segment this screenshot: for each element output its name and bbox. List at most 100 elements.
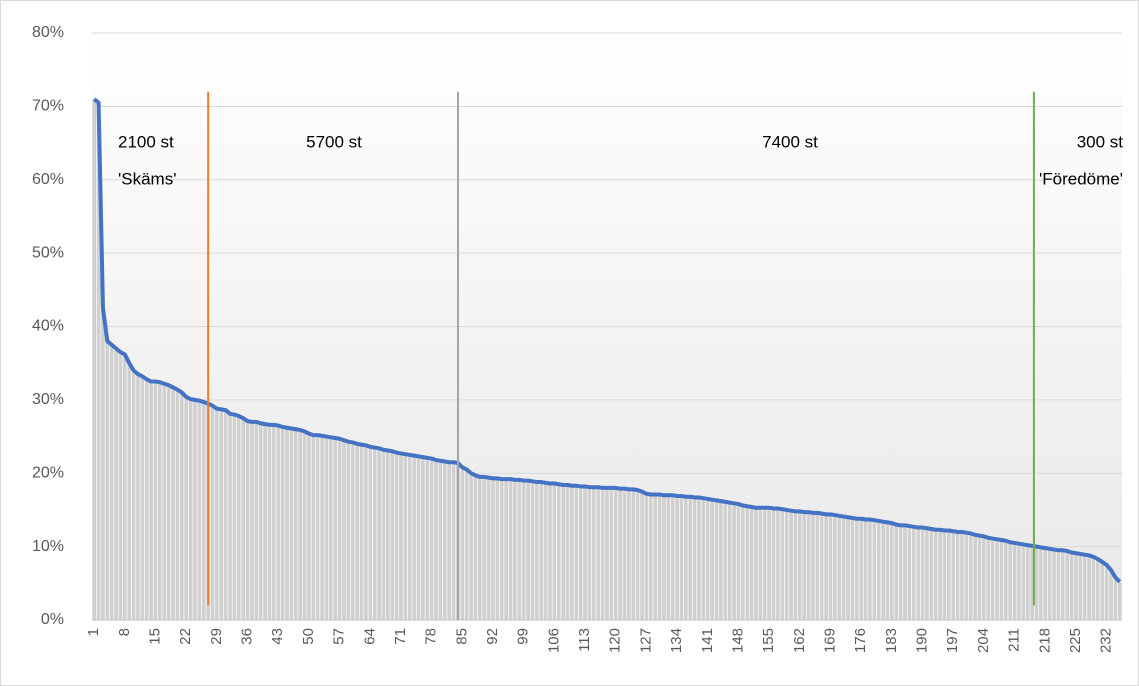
- bar: [753, 507, 759, 621]
- bar: [1108, 569, 1114, 621]
- bar: [1016, 543, 1022, 621]
- x-tick-label: 29: [208, 628, 225, 645]
- bar: [516, 479, 522, 621]
- annotation: 7400 st: [762, 132, 818, 151]
- bar: [832, 514, 838, 621]
- bar: [210, 405, 216, 621]
- bar: [946, 530, 952, 621]
- bar: [293, 428, 299, 621]
- bar: [889, 522, 895, 621]
- bar: [433, 459, 439, 621]
- bar: [385, 450, 391, 621]
- bar: [766, 507, 772, 621]
- bar: [880, 521, 886, 621]
- x-tick-label: 169: [822, 628, 839, 653]
- x-tick-label: 64: [361, 628, 378, 645]
- bar: [306, 433, 312, 621]
- bar: [998, 539, 1004, 621]
- bar: [113, 348, 119, 621]
- bar: [911, 526, 917, 621]
- bar: [893, 524, 899, 621]
- bar: [854, 518, 860, 621]
- bar: [1069, 552, 1075, 621]
- x-tick-label: 36: [239, 628, 256, 645]
- bar: [801, 511, 807, 621]
- bar: [416, 456, 422, 621]
- bar: [337, 438, 343, 621]
- x-tick-label: 218: [1036, 628, 1053, 653]
- bar: [1095, 558, 1101, 621]
- bar: [521, 480, 527, 621]
- bar: [1012, 542, 1018, 621]
- bar: [757, 507, 763, 621]
- bar: [985, 537, 991, 621]
- bar: [898, 525, 904, 621]
- bar: [218, 409, 224, 621]
- bar: [696, 497, 702, 621]
- bar: [332, 437, 338, 621]
- bar: [174, 389, 180, 621]
- bar: [253, 421, 259, 621]
- bar: [718, 500, 724, 621]
- bar: [828, 514, 834, 621]
- bar: [389, 450, 395, 621]
- bar: [635, 489, 641, 621]
- bar: [473, 475, 479, 621]
- bar: [188, 398, 194, 621]
- bar: [341, 439, 347, 621]
- x-tick-label: 225: [1067, 628, 1084, 653]
- x-tick-label: 78: [423, 628, 440, 645]
- bar: [792, 511, 798, 621]
- bar: [117, 351, 123, 621]
- x-tick-label: 190: [914, 628, 931, 653]
- bar: [744, 505, 750, 621]
- bar: [153, 381, 159, 621]
- x-tick-label: 99: [515, 628, 532, 645]
- bar: [161, 383, 167, 621]
- bar: [1099, 561, 1105, 621]
- bar: [797, 511, 803, 621]
- x-tick-label: 15: [147, 628, 164, 645]
- bar: [902, 525, 908, 621]
- bar: [1025, 544, 1031, 621]
- bar: [429, 458, 435, 621]
- line: [92, 97, 1122, 584]
- bar: [740, 505, 746, 621]
- bar: [179, 392, 185, 621]
- bar: [617, 488, 623, 621]
- bar: [398, 453, 404, 621]
- x-tick-label: 176: [852, 628, 869, 653]
- bar: [788, 510, 794, 621]
- bar: [735, 503, 741, 621]
- bar: [586, 486, 592, 621]
- bar: [959, 531, 965, 621]
- bar: [661, 494, 667, 621]
- bar: [446, 461, 452, 621]
- bar: [933, 529, 939, 621]
- bar: [139, 376, 145, 621]
- bar: [135, 373, 141, 621]
- y-tick-label: 50%: [32, 244, 64, 261]
- y-tick-label: 30%: [32, 391, 64, 408]
- bar: [867, 519, 873, 621]
- bar: [376, 448, 382, 621]
- bar: [407, 454, 413, 621]
- bar: [972, 534, 978, 621]
- bar: [657, 494, 663, 621]
- bar: [91, 98, 97, 621]
- bar: [512, 479, 518, 621]
- bar: [380, 449, 386, 621]
- bar: [100, 307, 106, 621]
- bar: [323, 436, 329, 621]
- bar: [762, 507, 768, 621]
- bar: [784, 509, 790, 621]
- bar: [459, 467, 465, 621]
- bar: [494, 478, 500, 621]
- bar: [258, 423, 264, 621]
- bar: [319, 435, 325, 621]
- bar: [284, 427, 290, 621]
- bar: [937, 529, 943, 621]
- bar: [302, 431, 308, 621]
- bar: [1060, 549, 1066, 621]
